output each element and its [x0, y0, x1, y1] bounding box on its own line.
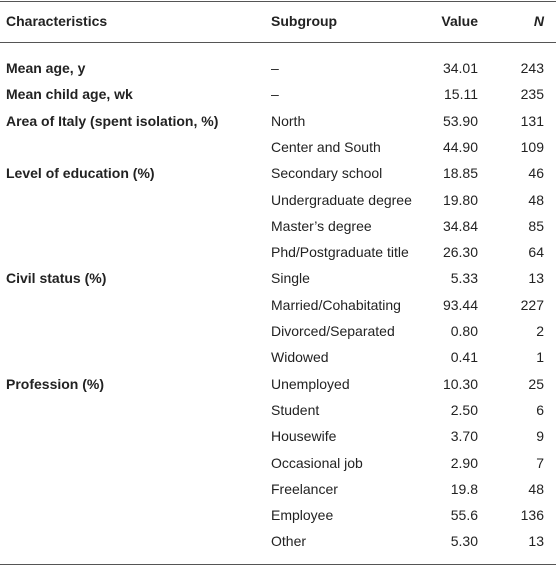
- subgroup: Center and South: [271, 138, 381, 155]
- subgroup: Housewife: [271, 428, 337, 445]
- top-rule: [0, 1, 556, 2]
- group-label: Area of Italy (spent isolation, %): [6, 112, 219, 129]
- count: 2: [536, 323, 544, 339]
- count: 48: [528, 480, 544, 497]
- subgroup: Divorced/Separated: [271, 323, 395, 339]
- value: 93.44: [442, 296, 478, 313]
- header-cell: Value: [441, 13, 478, 29]
- value: 55.6: [450, 507, 478, 524]
- value: 2.90: [450, 454, 478, 471]
- subgroup: –: [271, 60, 279, 76]
- subgroup: Phd/Postgraduate title: [271, 244, 409, 261]
- value: 5.30: [450, 533, 478, 550]
- group-label: Profession (%): [6, 375, 105, 392]
- count: 25: [528, 375, 544, 392]
- count: 131: [520, 112, 544, 129]
- value: 19.80: [442, 191, 478, 208]
- count: 243: [520, 60, 544, 76]
- value: 53.90: [442, 112, 478, 129]
- group-label: Mean child age, wk: [6, 86, 133, 103]
- subgroup: Freelancer: [271, 480, 338, 497]
- value: 34.01: [442, 60, 478, 76]
- group-label: Level of education (%): [6, 165, 155, 182]
- subgroup: –: [271, 86, 279, 103]
- count: 1: [536, 349, 544, 366]
- count: 109: [520, 138, 544, 155]
- subgroup: Unemployed: [271, 375, 350, 392]
- count: 48: [528, 191, 544, 208]
- count: 13: [528, 533, 544, 550]
- subgroup: Master’s degree: [271, 217, 372, 234]
- count: 7: [536, 454, 544, 471]
- subgroup: Undergraduate degree: [271, 191, 412, 208]
- value: 15.11: [444, 86, 478, 103]
- group-label: Civil status (%): [6, 270, 107, 287]
- subgroup: Student: [271, 401, 320, 418]
- count: 13: [528, 270, 544, 287]
- header-cell: Characteristics: [6, 13, 108, 29]
- count: 136: [520, 507, 544, 524]
- subgroup: Other: [271, 533, 307, 550]
- value: 34.84: [442, 217, 478, 234]
- subgroup: Secondary school: [271, 165, 383, 182]
- value: 0.80: [450, 323, 478, 339]
- value: 44.90: [442, 138, 478, 155]
- subgroup: North: [271, 112, 306, 129]
- count: 64: [528, 244, 544, 261]
- bottom-rule: [0, 564, 556, 565]
- subgroup: Occasional job: [271, 454, 363, 471]
- value: 26.30: [442, 244, 478, 261]
- subgroup: Widowed: [271, 349, 329, 366]
- subgroup: Single: [271, 270, 310, 287]
- subgroup: Employee: [271, 507, 334, 524]
- value: 10.30: [442, 375, 478, 392]
- count: 6: [536, 401, 544, 418]
- value: 18.85: [442, 165, 478, 182]
- subgroup: Married/Cohabitating: [271, 296, 401, 313]
- value: 3.70: [450, 428, 478, 445]
- value: 5.33: [450, 270, 478, 287]
- count: 46: [528, 165, 544, 182]
- value: 2.50: [450, 401, 478, 418]
- value: 0.41: [450, 349, 478, 366]
- count: 85: [528, 217, 544, 234]
- count: 9: [536, 428, 544, 445]
- header-cell: Subgroup: [271, 13, 338, 29]
- value: 19.8: [450, 480, 478, 497]
- header-rule: [0, 42, 556, 43]
- count: 235: [520, 86, 544, 103]
- header-cell: N: [533, 13, 544, 29]
- group-label: Mean age, y: [6, 60, 86, 76]
- count: 227: [520, 296, 544, 313]
